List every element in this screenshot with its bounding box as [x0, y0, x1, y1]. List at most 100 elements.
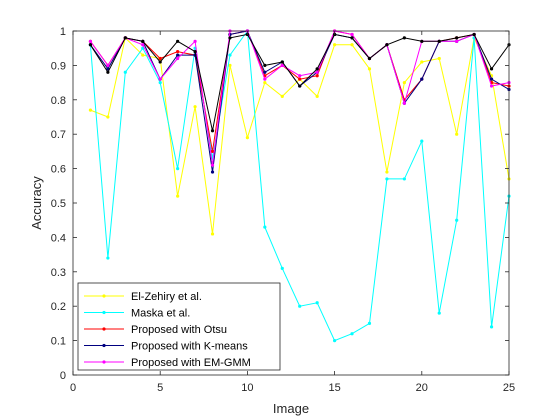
data-point-proposed-with-em-gmm: [489, 84, 494, 88]
data-point-el-zehiry-et-al: [176, 194, 180, 198]
data-point-maska-et-al: [298, 304, 302, 308]
data-point-el-zehiry-et-al: [333, 43, 337, 47]
legend-marker-proposed-with-k-means: [102, 343, 106, 348]
data-point-el-zehiry-et-al: [455, 132, 459, 136]
data-point-proposed-with-em-gmm: [141, 43, 145, 47]
data-point-unlabeled-series: [367, 56, 372, 61]
data-point-unlabeled-series: [385, 43, 389, 47]
data-point-proposed-with-otsu: [210, 149, 215, 153]
data-point-maska-et-al: [333, 339, 337, 343]
data-point-maska-et-al: [176, 167, 180, 171]
data-point-maska-et-al: [367, 321, 372, 325]
data-point-proposed-with-otsu: [176, 50, 180, 54]
data-point-proposed-with-em-gmm: [350, 32, 354, 37]
data-point-proposed-with-em-gmm: [106, 63, 110, 67]
series-layer: [88, 29, 511, 343]
data-point-el-zehiry-et-al: [193, 105, 197, 109]
data-point-el-zehiry-et-al: [350, 43, 354, 47]
data-point-unlabeled-series: [280, 60, 284, 64]
data-point-el-zehiry-et-al: [280, 94, 284, 98]
data-point-maska-et-al: [263, 225, 267, 229]
data-point-unlabeled-series: [88, 43, 93, 47]
data-point-proposed-with-em-gmm: [88, 39, 93, 43]
data-point-proposed-with-em-gmm: [402, 101, 406, 105]
data-point-maska-et-al: [315, 301, 319, 305]
data-point-proposed-with-em-gmm: [158, 77, 162, 81]
y-tick-label: 0: [60, 370, 66, 382]
data-point-unlabeled-series: [106, 70, 110, 74]
y-tick-label: 0.4: [51, 232, 66, 244]
data-point-unlabeled-series: [472, 32, 476, 37]
data-point-el-zehiry-et-al: [367, 67, 372, 71]
data-point-maska-et-al: [228, 53, 232, 57]
data-point-proposed-with-otsu: [158, 56, 162, 61]
data-point-proposed-with-em-gmm: [315, 70, 319, 74]
data-point-proposed-with-otsu: [315, 74, 319, 78]
data-point-proposed-with-k-means: [176, 53, 180, 57]
data-point-el-zehiry-et-al: [245, 136, 249, 140]
data-point-maska-et-al: [489, 325, 494, 329]
legend-marker-el-zehiry-et-al: [102, 294, 106, 298]
data-point-proposed-with-k-means: [420, 77, 424, 81]
data-point-proposed-with-k-means: [489, 77, 494, 81]
data-point-unlabeled-series: [141, 39, 145, 43]
data-point-proposed-with-em-gmm: [298, 74, 302, 78]
data-point-el-zehiry-et-al: [263, 81, 267, 85]
data-point-maska-et-al: [158, 81, 162, 85]
y-tick-label: 0.9: [51, 60, 66, 72]
data-point-unlabeled-series: [315, 67, 319, 71]
data-point-unlabeled-series: [455, 36, 459, 40]
data-point-el-zehiry-et-al: [88, 108, 93, 112]
x-tick-label: 15: [328, 382, 340, 394]
data-point-el-zehiry-et-al: [402, 81, 406, 85]
x-tick-label: 25: [503, 382, 515, 394]
legend-marker-maska-et-al: [102, 310, 106, 315]
data-point-maska-et-al: [106, 256, 110, 260]
y-tick-label: 0.6: [51, 164, 66, 176]
data-point-unlabeled-series: [350, 36, 354, 40]
legend-label-proposed-with-otsu: Proposed with Otsu: [131, 324, 227, 336]
data-point-maska-et-al: [437, 311, 441, 315]
data-point-unlabeled-series: [489, 67, 494, 71]
legend-label-proposed-with-k-means: Proposed with K-means: [131, 341, 248, 353]
data-point-el-zehiry-et-al: [420, 60, 424, 64]
data-point-el-zehiry-et-al: [106, 115, 110, 119]
legend-label-proposed-with-em-gmm: Proposed with EM-GMM: [131, 357, 251, 369]
data-point-maska-et-al: [385, 177, 389, 181]
y-tick-label: 0.2: [51, 301, 66, 313]
data-point-unlabeled-series: [176, 39, 180, 43]
data-point-el-zehiry-et-al: [210, 232, 215, 236]
legend: El-Zehiry et al. Maska et al. Proposed wit…: [77, 282, 281, 371]
data-point-maska-et-al: [123, 70, 127, 74]
data-point-proposed-with-em-gmm: [193, 39, 197, 43]
data-point-proposed-with-em-gmm: [210, 163, 215, 167]
y-tick-label: 0.1: [51, 336, 66, 348]
data-point-proposed-with-em-gmm: [455, 39, 459, 43]
data-point-proposed-with-k-means: [263, 70, 267, 74]
data-point-proposed-with-k-means: [106, 67, 110, 71]
data-point-unlabeled-series: [402, 36, 406, 40]
data-point-proposed-with-k-means: [210, 170, 215, 174]
data-point-unlabeled-series: [228, 36, 232, 40]
y-tick-label: 1: [60, 26, 66, 38]
data-point-el-zehiry-et-al: [437, 56, 441, 61]
data-point-el-zehiry-et-al: [385, 170, 389, 174]
data-point-unlabeled-series: [123, 36, 127, 40]
x-tick-label: 0: [70, 382, 76, 394]
legend-label-maska-et-al: Maska et al.: [131, 308, 190, 320]
data-point-unlabeled-series: [437, 39, 441, 43]
y-tick-label: 0.3: [51, 267, 66, 279]
data-point-maska-et-al: [420, 139, 424, 143]
x-tick-label: 5: [157, 382, 163, 394]
data-point-el-zehiry-et-al: [141, 53, 145, 57]
data-point-proposed-with-otsu: [298, 77, 302, 81]
legend-box: [77, 282, 281, 371]
data-point-el-zehiry-et-al: [315, 94, 319, 98]
data-point-proposed-with-em-gmm: [263, 77, 267, 81]
y-axis-label: Accuracy: [29, 176, 44, 230]
data-point-proposed-with-em-gmm: [176, 56, 180, 61]
data-point-maska-et-al: [402, 177, 406, 181]
legend-marker-proposed-with-em-gmm: [102, 360, 106, 364]
data-point-unlabeled-series: [210, 129, 215, 133]
